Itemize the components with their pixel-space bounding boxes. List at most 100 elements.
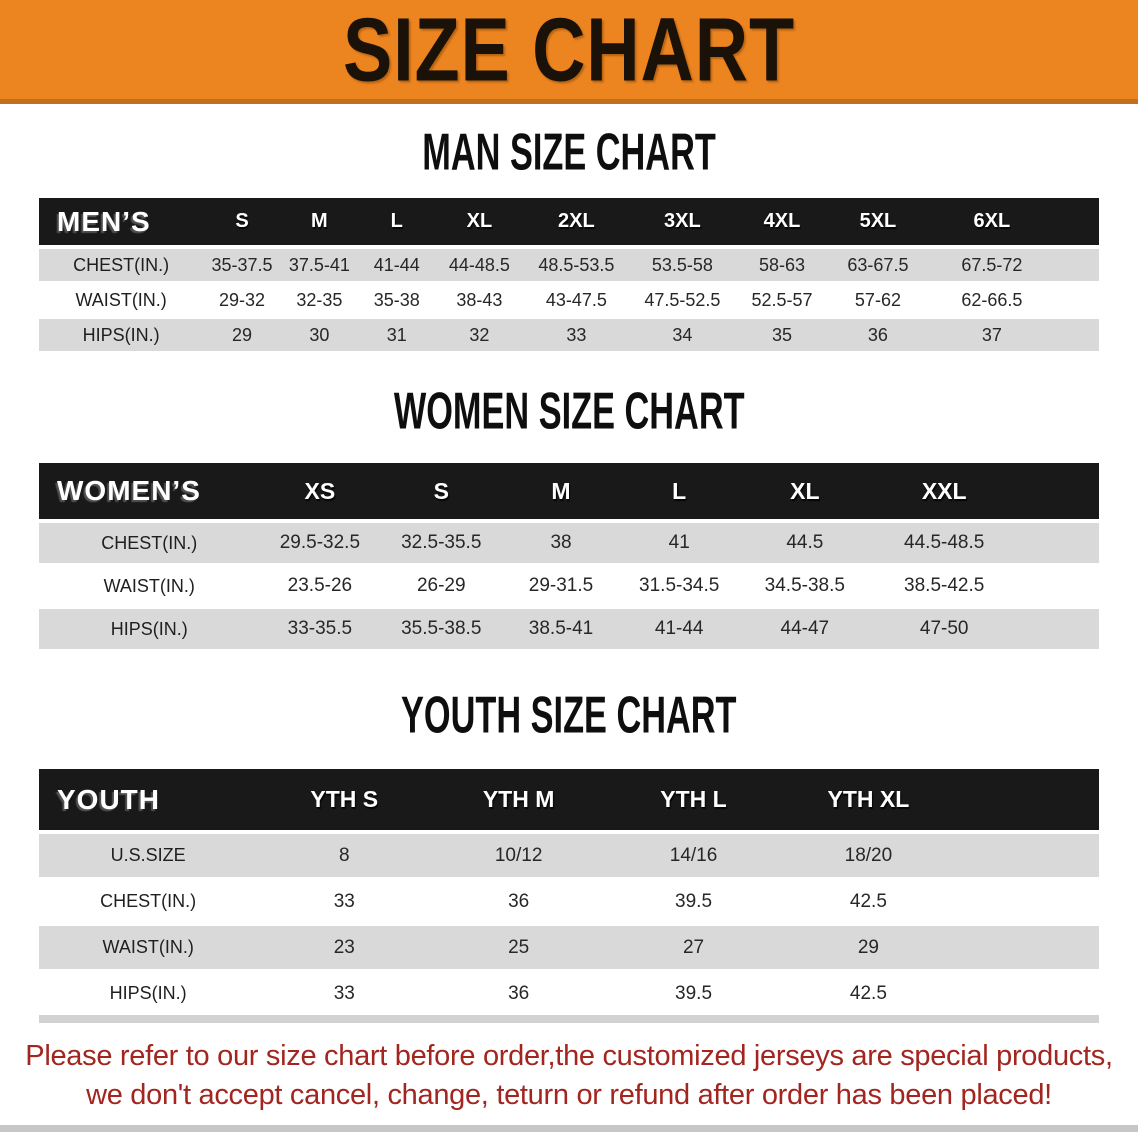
women-waist-row: WAIST(IN.) 23.5-26 26-29 29-31.5 31.5-34…: [39, 563, 1099, 608]
size-cell: 27: [606, 923, 781, 971]
size-cell: 33: [257, 877, 432, 925]
youth-hips-row: HIPS(IN.) 33 36 39.5 42.5: [39, 969, 1099, 1019]
size-cell: 36: [431, 877, 607, 925]
column-header: 2XL: [558, 210, 595, 232]
size-cell: 34: [629, 316, 736, 351]
size-cell: 57-62: [828, 281, 928, 318]
men-section-heading-text: MAN SIZE CHART: [422, 122, 716, 181]
spacer-cell: [1056, 281, 1099, 318]
column-header: 5XL: [859, 210, 897, 232]
size-cell: 35-37.5: [203, 245, 281, 283]
size-cell: 33-35.5: [259, 606, 381, 649]
women-hips-row: HIPS(IN.) 33-35.5 35.5-38.5 38.5-41 41-4…: [39, 606, 1099, 649]
size-cell: 41: [619, 519, 739, 565]
women-header-row: WOMEN’S XS S M L XL XXL: [39, 463, 1099, 521]
column-header: XXL: [921, 477, 967, 504]
column-header: L: [390, 210, 403, 232]
size-cell: 32.5-35.5: [380, 519, 503, 565]
row-label: WAIST(IN.): [39, 563, 260, 608]
size-cell: 67.5-72: [927, 245, 1057, 283]
row-label: HIPS(IN.): [39, 606, 260, 649]
size-cell: 33: [257, 969, 432, 1019]
column-header: 3XL: [664, 210, 701, 232]
youth-ussize-row: U.S.SIZE 8 10/12 14/16 18/20: [39, 830, 1099, 879]
size-cell: 23.5-26: [259, 563, 381, 608]
size-cell: 38-43: [435, 281, 524, 318]
youth-chest-row: CHEST(IN.) 33 36 39.5 42.5: [39, 877, 1099, 925]
size-cell: 35.5-38.5: [380, 606, 503, 649]
size-cell: 31: [358, 316, 436, 351]
row-label: HIPS(IN.): [39, 969, 258, 1019]
women-section-heading-text: WOMEN SIZE CHART: [393, 381, 745, 440]
men-hips-row: HIPS(IN.) 29 30 31 32 33 34 35 36 37: [39, 316, 1099, 351]
size-chart-banner: SIZE CHART: [0, 0, 1138, 104]
men-size-table: MEN’S S M L XL 2XL 3XL 4XL 5XL 6XL CHEST…: [39, 198, 1099, 351]
spacer-cell: [956, 769, 1099, 832]
size-cell: 35-38: [358, 281, 436, 318]
size-cell: 47.5-52.5: [629, 281, 736, 318]
size-cell: 48.5-53.5: [523, 245, 630, 283]
size-cell: 30: [280, 316, 359, 351]
size-cell: 29-31.5: [502, 563, 620, 608]
size-cell: 38: [502, 519, 620, 565]
spacer-cell: [955, 923, 1099, 971]
size-cell: 29: [203, 316, 281, 351]
disclaimer-text: Please refer to our size chart before or…: [0, 1037, 1138, 1115]
column-header: S: [235, 210, 249, 232]
column-header: XL: [790, 477, 820, 504]
youth-group-label: YOUTH: [57, 783, 160, 815]
size-cell: 29.5-32.5: [259, 519, 381, 565]
size-cell: 44-47: [738, 606, 872, 649]
size-cell: 32: [435, 316, 524, 351]
size-cell: 36: [828, 316, 928, 351]
spacer-cell: [955, 830, 1099, 879]
size-cell: 18/20: [780, 830, 956, 879]
spacer-cell: [955, 969, 1099, 1019]
row-label: CHEST(IN.): [39, 877, 258, 925]
women-group-label: WOMEN’S: [57, 475, 201, 506]
column-header: XS: [304, 477, 336, 504]
spacer-cell: [1017, 519, 1099, 565]
size-cell: 32-35: [280, 281, 359, 318]
size-cell: 8: [257, 830, 432, 879]
column-header: M: [551, 477, 571, 504]
size-cell: 37: [927, 316, 1057, 351]
spacer-cell: [1057, 198, 1099, 247]
row-label: U.S.SIZE: [39, 830, 258, 879]
size-cell: 42.5: [780, 877, 956, 925]
size-cell: 47-50: [871, 606, 1018, 649]
size-cell: 44-48.5: [435, 245, 524, 283]
column-header: S: [433, 477, 449, 504]
size-cell: 62-66.5: [927, 281, 1057, 318]
youth-waist-row: WAIST(IN.) 23 25 27 29: [39, 923, 1099, 971]
size-cell: 44.5: [738, 519, 872, 565]
youth-section-heading: YOUTH SIZE CHART: [0, 686, 1138, 743]
women-chest-row: CHEST(IN.) 29.5-32.5 32.5-35.5 38 41 44.…: [39, 519, 1099, 565]
size-cell: 33: [523, 316, 630, 351]
size-cell: 31.5-34.5: [619, 563, 739, 608]
column-header: 6XL: [973, 210, 1011, 232]
men-header-row: MEN’S S M L XL 2XL 3XL 4XL 5XL 6XL: [39, 198, 1099, 247]
size-cell: 53.5-58: [629, 245, 736, 283]
row-label: HIPS(IN.): [39, 316, 204, 351]
size-cell: 38.5-41: [502, 606, 620, 649]
spacer-cell: [1056, 245, 1099, 283]
column-header: XL: [466, 210, 493, 232]
row-label: WAIST(IN.): [39, 923, 258, 971]
men-waist-row: WAIST(IN.) 29-32 32-35 35-38 38-43 43-47…: [39, 281, 1099, 318]
bottom-strip: [0, 1125, 1138, 1132]
women-section-heading: WOMEN SIZE CHART: [0, 381, 1138, 440]
size-cell: 41-44: [619, 606, 739, 649]
row-label: WAIST(IN.): [39, 281, 204, 318]
spacer-cell: [1017, 606, 1099, 649]
size-cell: 63-67.5: [828, 245, 928, 283]
disclaimer-line-2: we don't accept cancel, change, teturn o…: [86, 1079, 1052, 1111]
size-cell: 44.5-48.5: [871, 519, 1018, 565]
size-cell: 39.5: [606, 969, 781, 1019]
size-cell: 42.5: [780, 969, 956, 1019]
size-cell: 52.5-57: [735, 281, 829, 318]
row-label: CHEST(IN.): [39, 519, 260, 565]
size-cell: 38.5-42.5: [871, 563, 1018, 608]
size-cell: 43-47.5: [523, 281, 630, 318]
